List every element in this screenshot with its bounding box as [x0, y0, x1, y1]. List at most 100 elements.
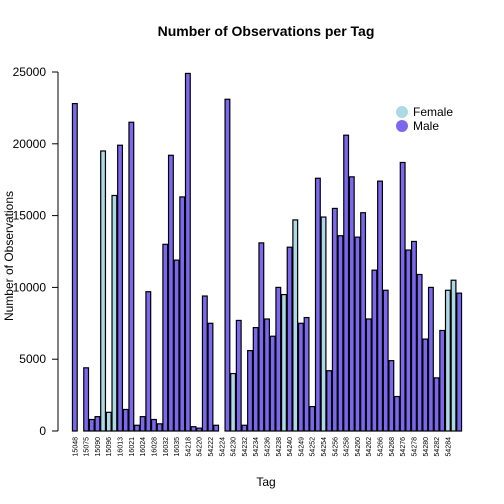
y-tick-label: 5000 [19, 352, 46, 366]
bar [326, 370, 333, 432]
bar [343, 134, 350, 432]
bar [134, 424, 140, 432]
bar [269, 335, 276, 432]
bar [331, 207, 338, 432]
bar [201, 295, 208, 432]
x-tick-label: 54232 [242, 437, 249, 457]
x-tick-label: 54276 [400, 437, 407, 457]
bar [405, 249, 412, 432]
bar [150, 418, 157, 432]
bar [348, 176, 355, 432]
bar [354, 236, 361, 432]
bar [241, 424, 248, 432]
y-tick-label: 15000 [13, 209, 47, 223]
x-tick-label: 16021 [129, 437, 136, 457]
bar [377, 180, 384, 432]
bar [456, 292, 463, 432]
y-tick-label: 0 [39, 424, 46, 438]
bar [156, 423, 163, 432]
bar [444, 289, 451, 432]
x-tick-label: 54234 [253, 437, 260, 457]
bar [371, 269, 378, 432]
bar [399, 161, 406, 432]
bar [439, 329, 446, 432]
bar [179, 196, 186, 432]
x-tick-label: 54278 [411, 437, 418, 457]
x-tick-label: 16024 [140, 437, 147, 457]
x-tick-label: 54220 [197, 437, 204, 457]
bar [111, 194, 118, 432]
x-tick-label: 54280 [423, 437, 430, 457]
bar [162, 243, 169, 432]
x-axis-ticks: 15048 15075 15090 15096 16013 16021 16024 16028… [72, 437, 452, 457]
x-tick-label: 54236 [265, 437, 272, 457]
x-tick-label: 54230 [231, 437, 238, 457]
bar [427, 286, 434, 432]
x-tick-label: 54262 [366, 437, 373, 457]
bar [105, 411, 112, 432]
x-tick-label: 54258 [344, 437, 351, 457]
chart-title: Number of Observations per Tag [158, 23, 375, 39]
bar [450, 279, 457, 432]
x-tick-label: 54218 [185, 437, 192, 457]
bar [139, 416, 146, 432]
legend-male-label: Male [413, 119, 439, 133]
bar [100, 150, 107, 432]
x-tick-label: 15090 [95, 437, 102, 457]
bar [365, 318, 372, 432]
bar [71, 102, 78, 432]
x-tick-label: 15075 [84, 437, 91, 457]
x-tick-label: 54284 [445, 437, 452, 457]
x-tick-label: 54268 [389, 437, 396, 457]
x-tick-label: 15048 [72, 437, 79, 457]
x-tick-label: 54252 [310, 437, 317, 457]
bar [173, 259, 180, 432]
x-tick-label: 16032 [163, 437, 170, 457]
bar [382, 289, 389, 432]
bar [320, 216, 327, 432]
x-tick-label: 54266 [378, 437, 385, 457]
bar [224, 98, 231, 432]
x-tick-label: 54238 [276, 437, 283, 457]
bar [286, 246, 293, 432]
x-tick-label: 54260 [355, 437, 362, 457]
x-axis-label: Tag [256, 475, 275, 489]
bar [167, 154, 174, 432]
x-tick-label: 54240 [287, 437, 294, 457]
bar [196, 427, 203, 432]
bar [280, 293, 287, 432]
bar [213, 424, 220, 432]
x-tick-label: 54256 [332, 437, 339, 457]
y-axis-label: Number of Observations [2, 191, 16, 321]
bar [264, 318, 270, 432]
bars [71, 72, 463, 432]
x-tick-label: 16013 [118, 437, 125, 457]
bar [258, 242, 265, 432]
x-tick-label: 54222 [208, 437, 215, 457]
bar [184, 72, 191, 432]
bar [303, 316, 310, 432]
bar [309, 405, 316, 432]
bar [394, 395, 400, 432]
bar [360, 212, 367, 432]
bar [410, 240, 417, 432]
bar [122, 408, 129, 432]
bar [314, 177, 321, 432]
legend-female-label: Female [413, 105, 453, 119]
bar [128, 121, 135, 432]
y-tick-label: 20000 [13, 137, 47, 151]
bar [235, 319, 242, 432]
x-tick-label: 54254 [321, 437, 328, 457]
x-tick-label: 15096 [106, 437, 113, 457]
bar [252, 327, 259, 432]
bar [83, 367, 90, 432]
bar [422, 338, 429, 432]
x-tick-label: 54224 [219, 437, 226, 457]
bar [337, 235, 344, 432]
legend: Female Male [396, 105, 453, 133]
bar [94, 416, 101, 432]
x-tick-label: 54282 [434, 437, 441, 457]
x-tick-label: 16028 [151, 437, 158, 457]
x-tick-label: 16035 [174, 437, 181, 457]
